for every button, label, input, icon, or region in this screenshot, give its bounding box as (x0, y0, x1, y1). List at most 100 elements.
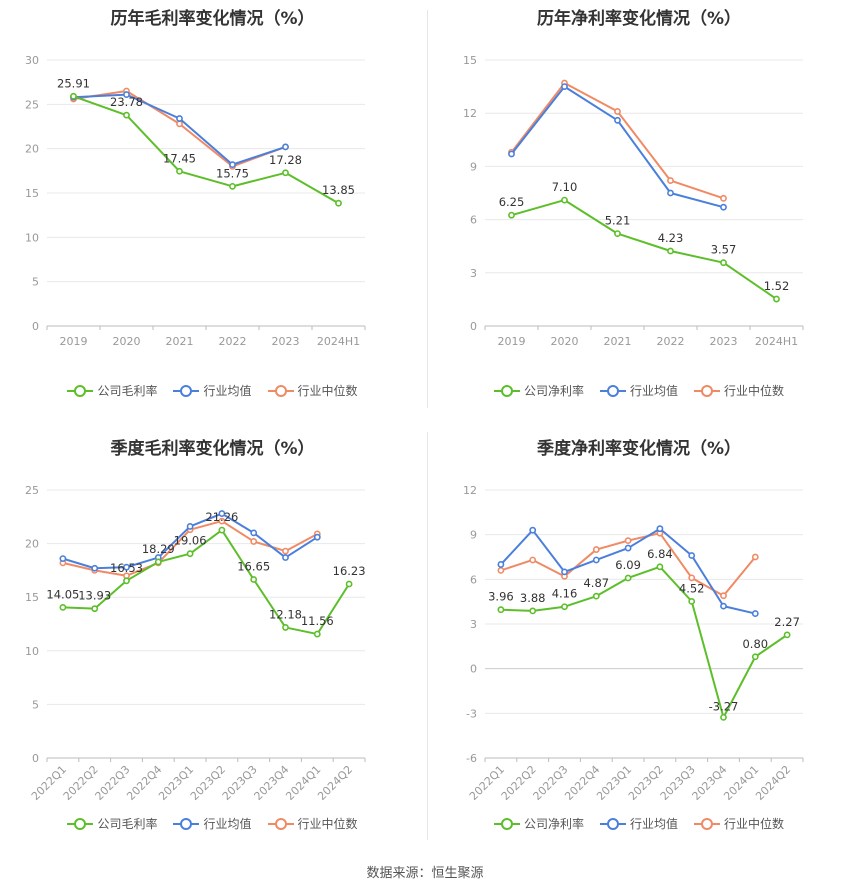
y-tick-label: 20 (25, 538, 39, 551)
x-tick-label: 2023 (710, 335, 738, 348)
legend-label: 行业均值 (629, 817, 678, 831)
legend-item-industry-avg[interactable]: 行业均值 (599, 382, 678, 399)
data-point-company (624, 574, 632, 582)
data-point-company (720, 713, 727, 721)
series-line-company (62, 529, 350, 636)
data-point-avg (229, 161, 236, 169)
data-point-median (250, 538, 258, 545)
data-point-median (720, 194, 727, 202)
data-point-median (667, 177, 674, 184)
legend-label: 公司净利率 (523, 384, 584, 398)
y-tick-label: 0 (32, 320, 39, 333)
data-label: 23.78 (110, 95, 143, 109)
data-label: 2.27 (774, 615, 800, 629)
legend: 公司毛利率 行业均值 行业中位数 (0, 815, 425, 832)
x-tick-label: 2019 (498, 335, 526, 348)
data-point-avg (59, 555, 67, 563)
legend-item-company[interactable]: 公司净利率 (493, 815, 584, 832)
x-tick-label: 2021 (166, 335, 194, 348)
legend-item-industry-median[interactable]: 行业中位数 (267, 382, 358, 399)
x-tick-label: 2021 (604, 335, 632, 348)
y-tick-label: 6 (470, 214, 477, 227)
chart-plot: 0 3 6 9 12 15 2019 2020 2021 2022 2023 2024H1 6.25 7.… (463, 54, 804, 348)
data-label: 18.29 (142, 542, 175, 556)
data-point-avg (218, 510, 226, 517)
chart-plot: 0 5 10 15 20 25 30 2019 2020 2021 2022 2023 2024H1 25… (25, 54, 366, 348)
chart-title: 季度毛利率变化情况（%） (110, 439, 315, 459)
data-point-avg (313, 533, 321, 541)
data-point-avg (282, 554, 289, 561)
data-point-company (218, 526, 226, 534)
data-point-median (614, 108, 621, 115)
data-point-median (751, 553, 759, 561)
legend-item-industry-median[interactable]: 行业中位数 (694, 382, 784, 399)
y-tick-label: 5 (32, 276, 39, 289)
data-point-company (176, 167, 183, 175)
x-tick-label: 2020 (113, 335, 141, 348)
data-point-company (123, 111, 130, 119)
legend-item-industry-median[interactable]: 行业中位数 (267, 815, 358, 832)
x-tick-label: 2024Q2 (753, 763, 793, 803)
data-point-avg (656, 525, 664, 533)
data-point-median (624, 537, 632, 545)
data-point-company (313, 630, 321, 638)
data-label: 16.53 (110, 561, 143, 575)
legend-item-industry-avg[interactable]: 行业均值 (173, 382, 252, 399)
data-point-company (59, 603, 67, 611)
data-point-avg (123, 563, 130, 571)
data-point-median (688, 574, 696, 582)
y-tick-label: 10 (25, 645, 39, 658)
y-tick-label: 9 (470, 160, 477, 173)
divider-vertical-bottom (427, 432, 428, 840)
data-point-avg (688, 552, 696, 559)
y-tick-label: 15 (463, 54, 477, 67)
x-tick-label: 2022 (219, 335, 247, 348)
data-point-avg (176, 115, 183, 122)
data-point-company (497, 606, 505, 614)
y-tick-label: 15 (25, 187, 39, 200)
legend: 公司净利率 行业均值 行业中位数 (428, 382, 850, 399)
data-point-company (335, 199, 342, 207)
legend-label: 公司毛利率 (97, 817, 158, 831)
data-label: 12.18 (269, 607, 302, 621)
data-point-avg (250, 529, 258, 537)
y-tick-label: 30 (25, 54, 39, 67)
x-tick-label: 2023 (272, 335, 300, 348)
legend-item-industry-avg[interactable]: 行业均值 (599, 815, 678, 832)
series-line-median (510, 82, 724, 200)
data-point-median (176, 120, 183, 128)
legend-item-industry-avg[interactable]: 行业均值 (173, 815, 252, 832)
legend-label: 公司毛利率 (97, 384, 158, 398)
data-point-company (154, 558, 162, 566)
legend-marker (67, 384, 94, 397)
legend-item-industry-median[interactable]: 行业中位数 (694, 815, 784, 832)
data-label: 14.05 (46, 587, 79, 601)
legend-item-company[interactable]: 公司毛利率 (67, 382, 157, 399)
legend-item-company[interactable]: 公司毛利率 (67, 815, 157, 832)
series-line-company (500, 565, 788, 719)
data-label: 3.57 (711, 243, 737, 257)
data-point-avg (561, 568, 568, 576)
data-label: 15.75 (216, 166, 249, 180)
data-point-company (229, 182, 236, 190)
chart-plot: -6-30369122022Q12022Q22022Q32022Q42023Q1… (463, 484, 804, 803)
data-point-avg (91, 564, 99, 572)
chart-title: 历年净利率变化情况（%） (536, 9, 742, 29)
data-label: 19.06 (174, 534, 207, 548)
legend-item-company[interactable]: 公司净利率 (493, 382, 584, 399)
data-label: 13.85 (322, 183, 355, 197)
x-tick-label: 2024Q2 (315, 763, 355, 803)
data-label: 3.96 (488, 590, 514, 604)
data-point-median (592, 546, 600, 553)
panel-quarterly-net-margin: 季度净利率变化情况（%） -6 -3 0 3 6 9 12 2022Q1 2022Q2 2022Q… (428, 428, 850, 848)
y-tick-label: 25 (25, 98, 39, 111)
data-point-company (592, 592, 600, 600)
y-tick-label: 5 (32, 698, 39, 711)
y-tick-label: 6 (470, 573, 477, 586)
data-point-median (282, 547, 289, 555)
data-point-avg (667, 189, 674, 197)
data-point-avg (123, 91, 130, 98)
data-label: -3.27 (709, 699, 739, 713)
data-point-avg (282, 143, 289, 151)
legend-label: 公司净利率 (523, 817, 584, 831)
